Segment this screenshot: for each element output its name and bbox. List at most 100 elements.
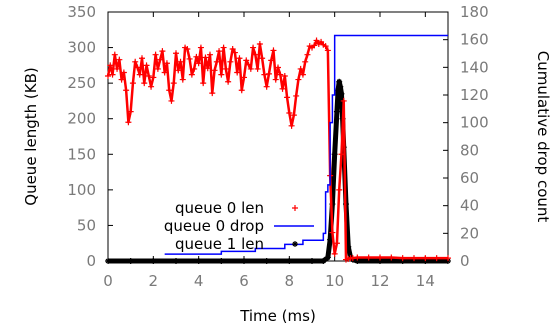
queue0-len-point: [139, 55, 145, 62]
queue1-len-point: [309, 258, 315, 264]
queue0-len-point: [134, 64, 141, 71]
queue0-len-point: [241, 74, 247, 81]
queue1-len-line: [108, 79, 448, 264]
queue0-len-point: [234, 69, 241, 76]
queue1-len-point: [105, 258, 111, 264]
queue0-len-point: [195, 60, 202, 67]
queue0-len-point: [304, 51, 311, 58]
x-tick-label: 6: [239, 272, 249, 290]
y2-tick-label: 80: [460, 141, 479, 159]
queue0-len-point: [238, 87, 245, 94]
queue0-len-point: [250, 44, 257, 51]
queue0-len-point: [222, 65, 229, 72]
queue0-len-point: [411, 255, 417, 262]
queue0-len-point: [220, 44, 227, 51]
y-tick-label: 150: [67, 145, 96, 163]
queue0-len-point: [173, 50, 179, 57]
y2-tick-label: 180: [460, 3, 489, 21]
legend-swatch-star: [292, 241, 298, 247]
x-tick-label: 0: [103, 272, 113, 290]
y-tick-label: 50: [77, 216, 96, 234]
queue0-len-point: [213, 58, 220, 65]
queue0-len-point: [247, 65, 254, 72]
legend-label: queue 0 len: [175, 199, 264, 217]
queue1-len-point: [377, 258, 383, 264]
x-tick-label: 8: [285, 272, 295, 290]
queue0-len-point: [284, 94, 291, 101]
queue0-len-point: [132, 58, 139, 65]
queue0-len-point: [261, 71, 268, 78]
queue0-len-point: [265, 70, 272, 77]
queue1-len-point: [327, 236, 334, 243]
queue0-len-point: [136, 71, 143, 78]
queue0-len-point: [193, 53, 200, 60]
queue0-len-point: [272, 76, 279, 83]
queue0-len-point: [288, 122, 295, 129]
queue0-len-point: [254, 65, 261, 72]
queue0-len-point: [295, 76, 302, 83]
queue0-len-point: [202, 54, 209, 61]
queue0-len-point: [127, 108, 134, 115]
queue0-len-point: [129, 80, 136, 87]
queue1-len-point: [338, 90, 345, 97]
queue0-len-point: [388, 254, 395, 261]
queue0-len-point: [177, 58, 184, 65]
x-tick-label: 12: [370, 272, 389, 290]
plot-frame: [107, 11, 449, 262]
queue0-len-point: [313, 37, 320, 44]
queue0-len-point: [105, 73, 111, 80]
y2-tick-label: 40: [460, 197, 479, 215]
queue0-len-point: [227, 58, 234, 65]
y-tick-label: 100: [67, 181, 96, 199]
queue0-len-point: [123, 87, 130, 94]
queue0-len-point: [331, 250, 338, 257]
queue0-len-point: [179, 76, 186, 83]
queue0-len-point: [166, 87, 173, 94]
y-tick-label: 200: [67, 110, 96, 128]
queue1-len-point: [320, 258, 327, 264]
queue0-len-point: [302, 58, 309, 65]
queue0-len-point: [211, 67, 218, 74]
queue0-len-point: [186, 55, 193, 62]
queue0-len-point: [200, 80, 207, 87]
queue0-len-point: [333, 240, 340, 247]
queue0-len-point: [297, 65, 304, 72]
queue0-len-point: [154, 65, 161, 72]
queue0-len-point: [270, 47, 277, 54]
queue1-len-point: [337, 83, 344, 90]
queue0-len-point: [143, 62, 150, 69]
queue0-len-point: [290, 112, 297, 119]
queue0-len-point: [125, 119, 132, 126]
queue0-len-point: [225, 78, 232, 85]
queue0-len-point: [322, 43, 329, 50]
queue0-len-point: [197, 44, 204, 51]
queue1-len-point: [345, 243, 352, 250]
queue1-len-point: [333, 108, 340, 115]
queue1-len-point: [286, 258, 293, 264]
queue0-len-point: [107, 62, 114, 69]
queue0-len-point: [175, 67, 182, 74]
queue0-len-point: [120, 69, 127, 76]
queue0-len-point: [433, 255, 440, 262]
queue0-len-point: [245, 61, 252, 68]
queue0-len-point: [207, 51, 213, 58]
queue0-len-point: [116, 56, 123, 63]
queue1-len-point: [241, 258, 247, 264]
queue0-len-point: [311, 42, 318, 49]
x-tick-label: 10: [325, 272, 344, 290]
y-tick-label: 300: [67, 39, 96, 57]
y-axis-ticks: 0 50 100 150 200 250 300 350: [67, 3, 113, 270]
legend-swatch-plus: [292, 205, 298, 211]
y-axis-title: Queue length (KB): [22, 67, 40, 205]
queue0-len-point: [277, 71, 284, 78]
y2-tick-label: 140: [460, 58, 489, 76]
queue0-len-point: [377, 254, 383, 261]
queue0-len-point: [170, 80, 177, 87]
y-tick-label: 250: [67, 74, 96, 92]
queue0-len-point: [293, 92, 300, 99]
queue0-len-point: [354, 254, 361, 261]
queue0-len-point: [188, 71, 195, 78]
queue0-len-point: [191, 65, 198, 72]
